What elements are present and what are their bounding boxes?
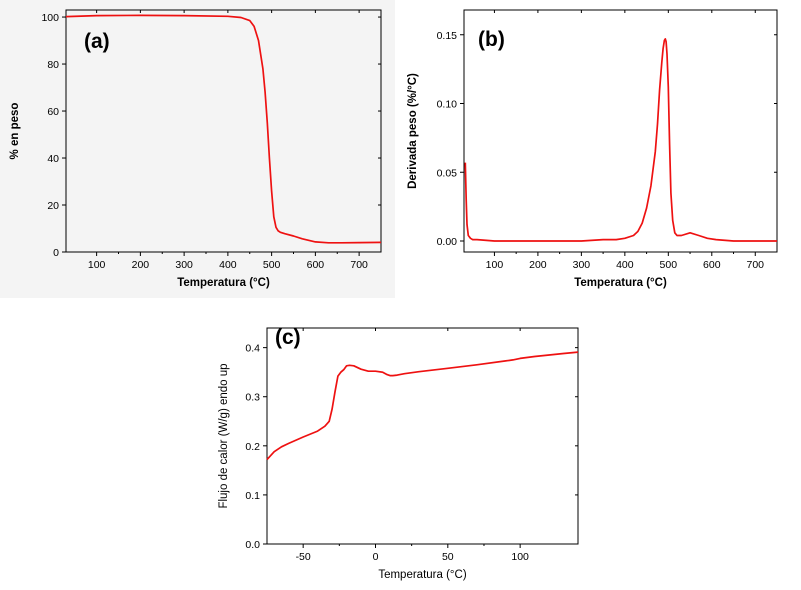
x-tick-label: 400	[219, 259, 237, 271]
y-tick-label: 0.05	[437, 167, 458, 179]
x-tick-label: 700	[350, 259, 368, 271]
series-line	[266, 351, 579, 461]
y-tick-label: 0.0	[245, 539, 260, 551]
x-tick-label: 50	[442, 551, 454, 563]
y-tick-label: 0.3	[245, 392, 260, 404]
chart-panel-c: -50 0 50 100 0.0 0.1 0.2 0.3 0.4 Temperatura (°C)…	[215, 304, 595, 590]
panel-label: (a)	[84, 30, 110, 53]
y-tick-label: 20	[47, 200, 59, 212]
x-tick-label: 600	[307, 259, 325, 271]
x-tick-label: -50	[296, 551, 311, 563]
x-axis-label: Temperatura (°C)	[177, 277, 270, 289]
series-line	[464, 38, 777, 242]
y-tick-label: 0.00	[437, 236, 458, 248]
x-tick-label: 300	[175, 259, 193, 271]
chart-panel-b: 100 200 300 400 500 600 700 0.00 0.05 0.10 0.15 Tem…	[398, 0, 801, 298]
y-tick-label: 0.1	[245, 490, 260, 502]
plot-frame	[266, 327, 579, 545]
x-tick-label: 0	[373, 551, 379, 563]
y-tick-label: 0	[53, 247, 59, 259]
plot-frame	[65, 9, 382, 253]
x-tick-label: 600	[703, 259, 721, 271]
y-axis-label: Flujo de calor (W/g) endo up	[218, 363, 230, 508]
x-tick-label: 300	[573, 259, 591, 271]
x-tick-label: 700	[746, 259, 764, 271]
y-tick-label: 40	[47, 153, 59, 165]
y-tick-label: 0.10	[437, 99, 458, 111]
x-axis-label: Temperatura (°C)	[574, 277, 667, 289]
y-tick-label: 0.4	[245, 343, 260, 355]
y-axis-label: Derivada peso (%/°C)	[407, 73, 419, 189]
y-tick-label: 0.2	[245, 441, 260, 453]
y-axis-label: % en peso	[9, 103, 21, 160]
x-tick-label: 200	[529, 259, 547, 271]
chart-c-svg: -50 0 50 100 0.0 0.1 0.2 0.3 0.4 Temperatura (°C)…	[218, 326, 579, 581]
y-tick-label: 100	[41, 12, 59, 24]
x-tick-label: 100	[511, 551, 529, 563]
x-tick-label: 100	[486, 259, 504, 271]
panel-label: (c)	[275, 326, 301, 349]
x-tick-label: 200	[132, 259, 150, 271]
x-axis-label: Temperatura (°C)	[378, 569, 466, 581]
chart-b-svg: 100 200 300 400 500 600 700 0.00 0.05 0.10 0.15 Tem…	[407, 9, 778, 289]
series-line	[65, 14, 382, 244]
y-tick-label: 0.15	[437, 30, 458, 42]
x-tick-label: 500	[263, 259, 281, 271]
y-tick-label: 80	[47, 59, 59, 71]
x-tick-label: 400	[616, 259, 634, 271]
chart-panel-a: 100 200 300 400 500 600 700 0 20 40 60 80 100 Tempera…	[0, 0, 395, 298]
x-tick-label: 100	[88, 259, 106, 271]
plot-frame	[463, 9, 778, 253]
y-tick-label: 60	[47, 106, 59, 118]
panel-label: (b)	[478, 28, 505, 51]
x-tick-label: 500	[660, 259, 678, 271]
chart-a-svg: 100 200 300 400 500 600 700 0 20 40 60 80 100 Tempera…	[9, 9, 382, 289]
